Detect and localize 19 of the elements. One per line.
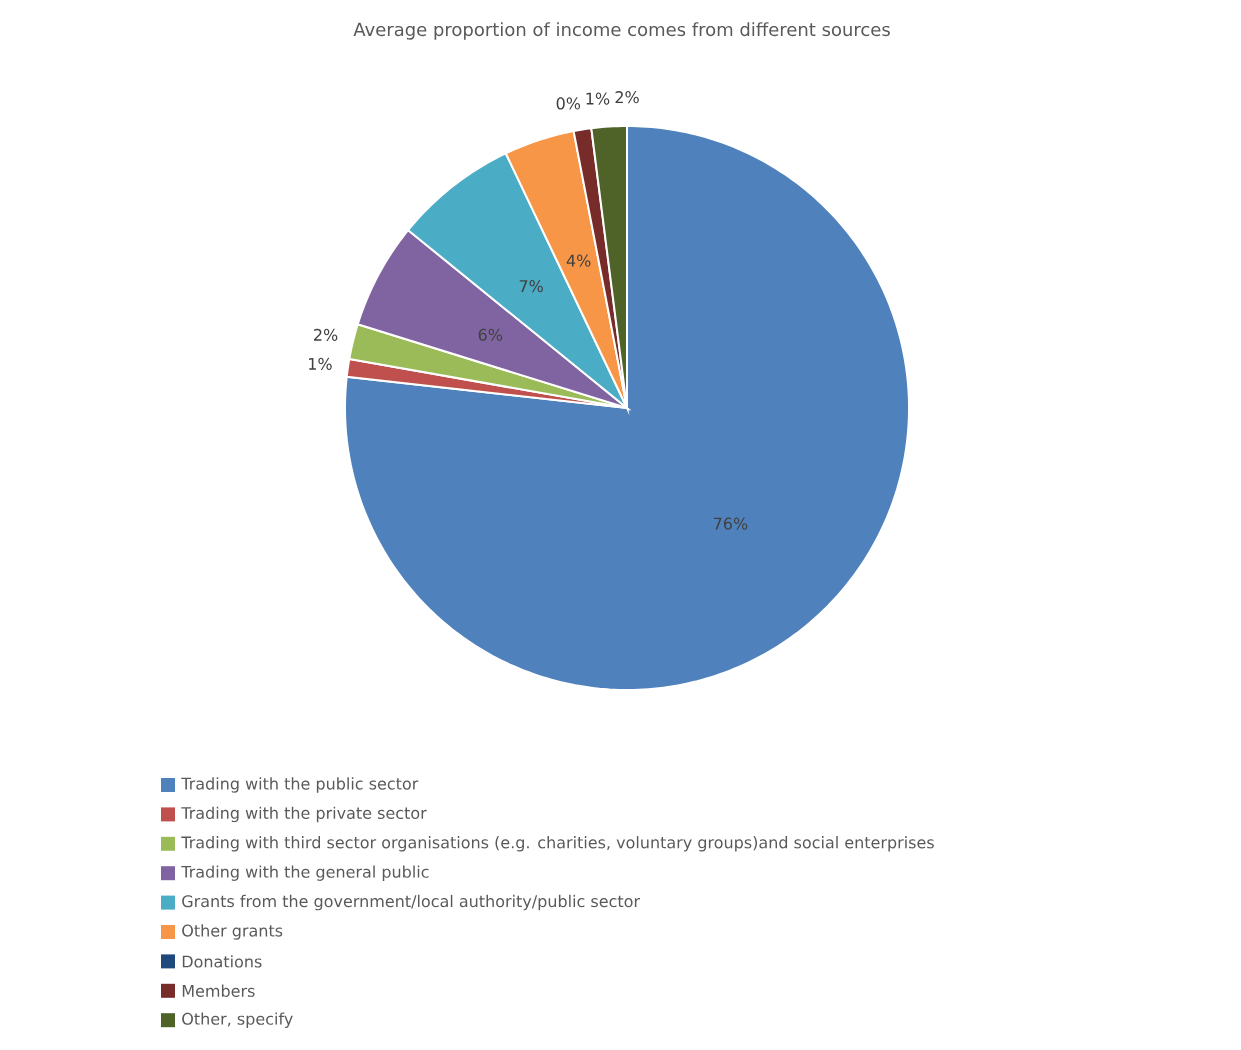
legend-label: Trading with the public sector xyxy=(181,777,419,793)
data-label: 2% xyxy=(314,328,338,341)
legend-label: Members xyxy=(182,984,255,997)
data-label: 2% xyxy=(615,91,639,104)
data-label: 4% xyxy=(566,254,591,267)
data-label: 1% xyxy=(309,357,332,370)
data-label: 1% xyxy=(586,92,610,105)
chart-title: Average proportion of income comes from different sources xyxy=(353,22,890,40)
legend-label: Other grants xyxy=(182,924,283,940)
data-label: 6% xyxy=(478,328,503,341)
legend-label: Trading with the general public xyxy=(181,865,429,881)
text: 0% xyxy=(556,97,581,110)
legend-label: Grants from the government/local authority/public sector xyxy=(182,894,641,911)
legend-label: Other, specify xyxy=(182,1012,293,1028)
data-label: 76% xyxy=(713,517,748,530)
data-label: 7% xyxy=(519,280,543,293)
legend-label: Trading with the private sector xyxy=(181,806,427,823)
legend-label: Trading with third sector organisations (e.g. charities, voluntary groups)and social enterprises xyxy=(181,836,934,852)
legend-label: Donations xyxy=(182,955,262,968)
